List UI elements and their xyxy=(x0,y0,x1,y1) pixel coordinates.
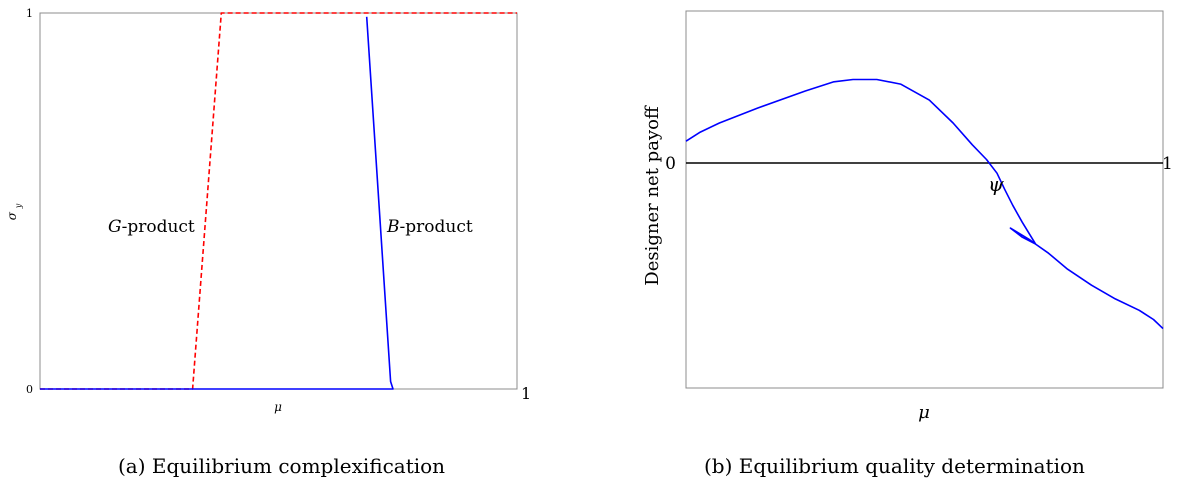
series-label-g-product: G-product xyxy=(108,217,195,237)
caption-a-label: (a) xyxy=(118,454,146,478)
chart-b-point-label-psi: ψ xyxy=(988,172,1004,196)
caption-b-text: Equilibrium quality determination xyxy=(738,454,1085,478)
chart-a-xtick-1: 1 xyxy=(521,384,531,403)
series-label-b-suffix: -product xyxy=(400,217,473,237)
series-label-g-prefix: G xyxy=(108,217,122,237)
chart-b-xlabel: μ xyxy=(918,402,930,423)
chart-b-frame xyxy=(685,10,1164,389)
caption-b: (b) Equilibrium quality determination xyxy=(704,454,1085,478)
chart-a-line-b-product xyxy=(40,16,394,390)
series-label-b-prefix: B xyxy=(386,217,400,237)
chart-a-line-g-product xyxy=(40,12,517,390)
series-label-g-suffix: -product xyxy=(122,217,195,237)
chart-a-series-layer xyxy=(40,12,517,390)
chart-b-line-series-0 xyxy=(685,78,1164,330)
chart-a-ytick-1: 1 xyxy=(26,7,33,20)
chart-b-xend-label: 1 xyxy=(1162,154,1173,174)
series-label-b-product: B-product xyxy=(386,217,473,237)
chart-a-ytick-0: 0 xyxy=(26,383,33,396)
chart-a-ylabel-text: σ xyxy=(5,211,19,220)
chart-a-xlabel: μ xyxy=(274,400,282,414)
chart-b: 0 1 ψ μ Designer net payoff xyxy=(642,10,1173,423)
chart-b-series-layer xyxy=(685,78,1164,330)
caption-b-label: (b) xyxy=(704,454,733,478)
chart-a-frame xyxy=(39,12,518,390)
chart-b-ylabel: Designer net payoff xyxy=(642,105,663,286)
caption-a-text: Equilibrium complexification xyxy=(151,454,446,478)
chart-a-ylabel: σ y xyxy=(5,203,23,220)
chart-b-ytick-0: 0 xyxy=(665,154,676,174)
chart-a: 1 0 1 μ σ y G-product B-product xyxy=(5,7,531,414)
chart-a-ylabel-subscript: y xyxy=(14,203,23,209)
caption-a: (a) Equilibrium complexification xyxy=(118,454,445,478)
